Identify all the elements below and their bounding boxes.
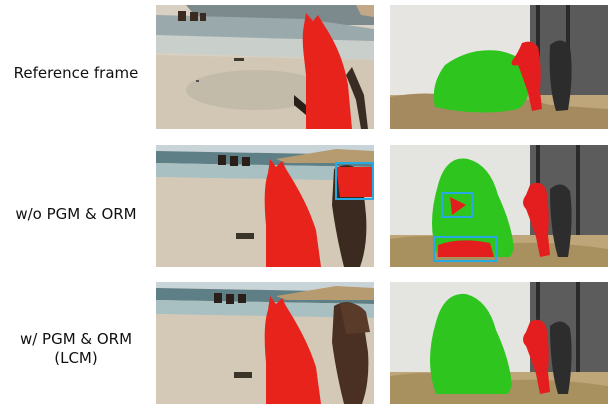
gorilla-with-panel bbox=[390, 282, 608, 404]
row-label-without: w/o PGM & ORM bbox=[0, 205, 152, 224]
row-label-reference-text: Reference frame bbox=[13, 64, 139, 82]
row-label-with-line2: (LCM) bbox=[54, 349, 98, 367]
row-label-with: w/ PGM & ORM (LCM) bbox=[0, 330, 152, 368]
row-label-without-text: w/o PGM & ORM bbox=[15, 205, 137, 223]
gorilla-reference-panel bbox=[390, 5, 608, 129]
beach-with-panel bbox=[156, 282, 374, 404]
beach-without-panel bbox=[156, 145, 374, 267]
beach-reference-panel bbox=[156, 5, 374, 129]
row-label-with-line1: w/ PGM & ORM bbox=[19, 330, 133, 348]
gorilla-without-panel bbox=[390, 145, 608, 267]
row-label-reference: Reference frame bbox=[0, 64, 152, 83]
